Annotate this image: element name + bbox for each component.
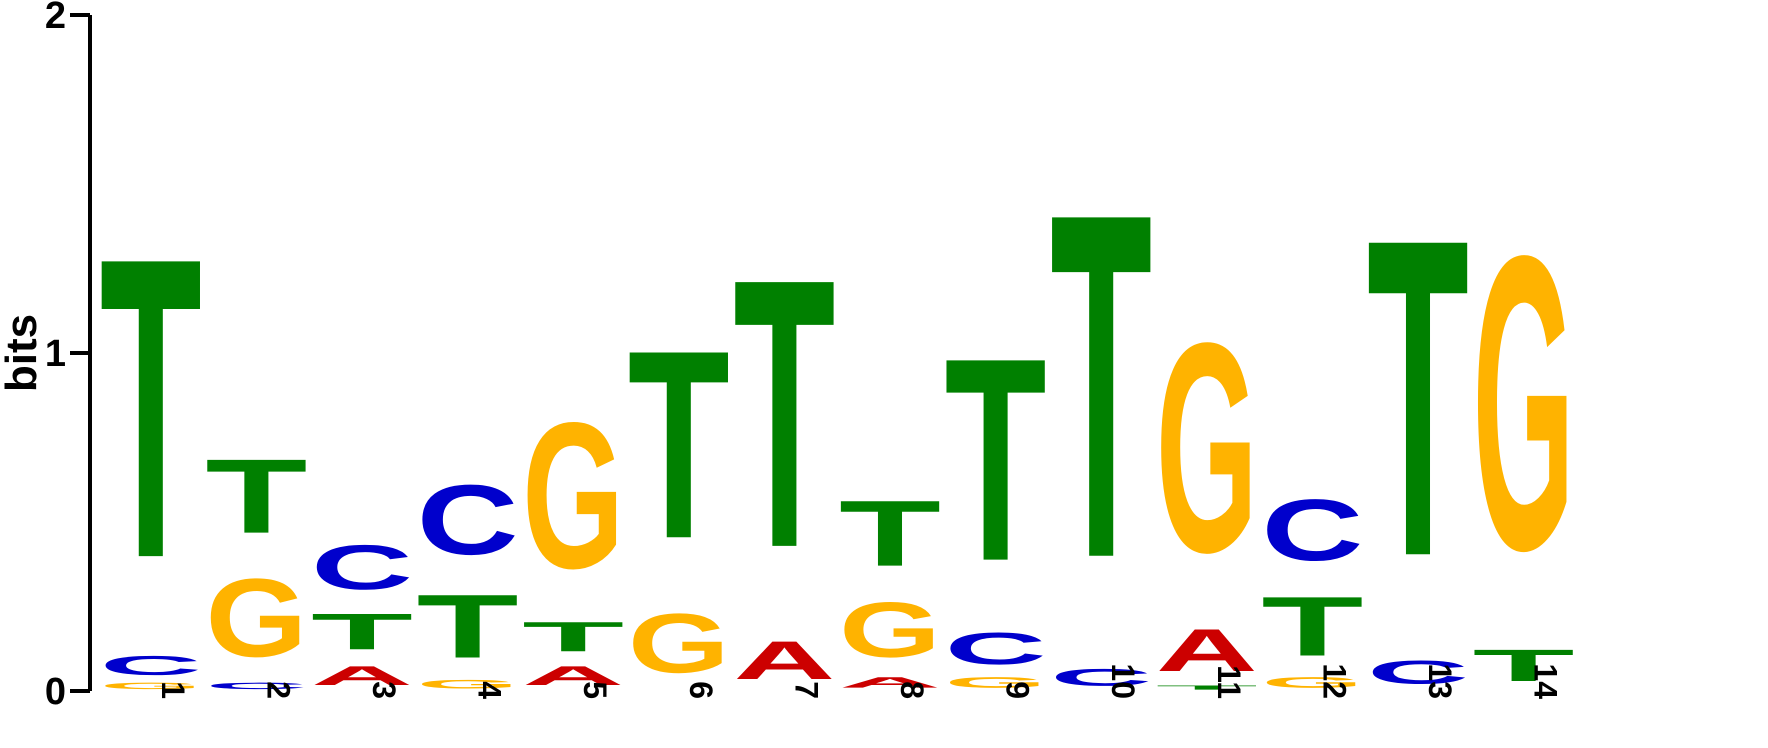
y-tick-label: 0 bbox=[45, 671, 66, 713]
logo-letter-G: G bbox=[205, 555, 307, 680]
logo-letter-G: G bbox=[839, 586, 941, 674]
position-label: 6 bbox=[683, 681, 719, 699]
y-axis-label: bits bbox=[0, 314, 46, 392]
logo-letter-T: T bbox=[417, 576, 519, 677]
logo-letter-G: G bbox=[945, 674, 1047, 691]
position-label: 10 bbox=[1105, 663, 1141, 699]
y-tick-label: 2 bbox=[45, 0, 66, 37]
position-label: 11 bbox=[1211, 665, 1247, 699]
logo-letter-T: T bbox=[628, 296, 730, 595]
logo-letter-A: A bbox=[311, 660, 413, 690]
logo-letter-A: A bbox=[733, 630, 835, 691]
position-label: 7 bbox=[788, 681, 824, 699]
y-tick-label: 1 bbox=[45, 333, 66, 375]
logo-letter-C: C bbox=[100, 650, 202, 680]
logo-letter-T: T bbox=[522, 613, 624, 660]
logo-letter-G: G bbox=[417, 677, 519, 690]
logo-letter-A: A bbox=[522, 660, 624, 690]
logo-letter-G: G bbox=[100, 681, 202, 691]
position-label: 1 bbox=[155, 681, 191, 699]
logo-letter-T: T bbox=[1050, 110, 1152, 660]
logo-letter-T: T bbox=[311, 603, 413, 660]
position-label: 12 bbox=[1316, 663, 1352, 699]
position-label: 14 bbox=[1528, 663, 1564, 699]
position-label: 3 bbox=[366, 681, 402, 699]
position-labels: 1 2 3 4 5 6 7 8 9 10 11 12 13 14 bbox=[155, 663, 1564, 699]
logo-letter-C: C bbox=[205, 681, 307, 691]
position-label: 4 bbox=[472, 681, 508, 699]
logo-letter-T: T bbox=[1156, 684, 1258, 691]
logo-letter-C: C bbox=[1050, 664, 1152, 691]
position-label: 9 bbox=[1000, 681, 1036, 699]
logo-letter-C: C bbox=[1367, 654, 1469, 691]
logo-letter-C: C bbox=[311, 532, 413, 603]
logo-letter-G: G bbox=[628, 597, 730, 691]
logo-letter-G: G bbox=[1261, 674, 1363, 691]
position-label: 13 bbox=[1422, 663, 1458, 699]
position-label: 8 bbox=[894, 681, 930, 699]
logo-letter-T: T bbox=[733, 198, 835, 627]
logo-letter-T: T bbox=[1261, 580, 1363, 675]
logo-letter-A: A bbox=[1156, 617, 1258, 684]
logo-letter-T: T bbox=[839, 481, 941, 586]
logo-letter-A: A bbox=[839, 674, 941, 691]
logo-letter-T: T bbox=[205, 437, 307, 555]
logo-letter-G: G bbox=[1156, 280, 1258, 614]
logo-letter-T: T bbox=[1473, 640, 1575, 691]
logo-letter-C: C bbox=[417, 464, 519, 576]
position-label: 5 bbox=[577, 681, 613, 699]
logo-letter-G: G bbox=[522, 378, 624, 611]
position-label: 2 bbox=[260, 681, 296, 699]
y-ticks: 0 1 2 bbox=[45, 0, 90, 713]
logo-letter-G: G bbox=[1473, 169, 1575, 637]
logo-letter-T: T bbox=[945, 299, 1047, 622]
logo-letter-T: T bbox=[1367, 146, 1469, 652]
logo-letter-T: T bbox=[100, 169, 202, 647]
logo-letter-C: C bbox=[945, 624, 1047, 675]
logo-letter-C: C bbox=[1261, 481, 1363, 579]
